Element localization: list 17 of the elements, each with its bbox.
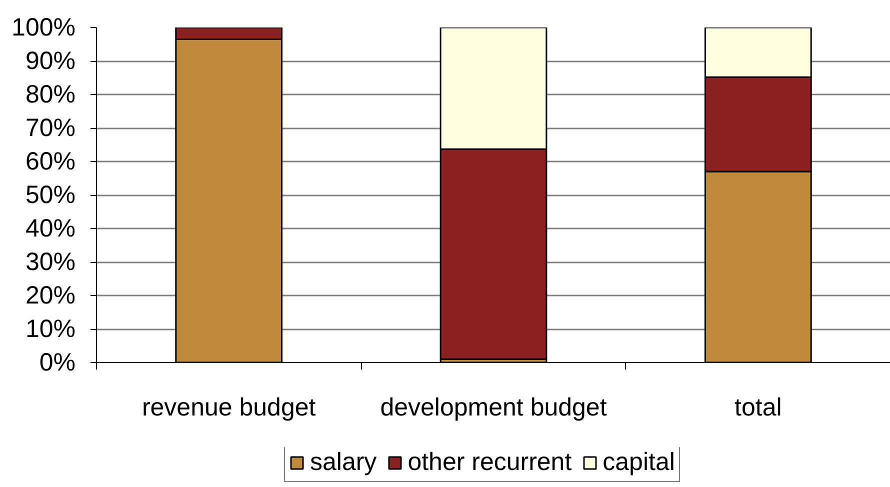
y-tick-label: 60% — [25, 148, 76, 176]
legend-label: salary — [310, 448, 377, 477]
x-tick-label: total — [734, 394, 782, 422]
x-tick-label: revenue budget — [142, 394, 316, 422]
y-tick-label: 10% — [25, 315, 76, 343]
y-tick-label: 30% — [25, 248, 76, 276]
legend-label: capital — [602, 448, 675, 477]
x-tick-label: development budget — [380, 394, 607, 422]
y-tick-label: 70% — [25, 114, 76, 142]
y-tick-label: 40% — [25, 214, 76, 242]
legend-label: other recurrent — [408, 448, 572, 477]
y-tick-label: 0% — [39, 348, 76, 376]
y-tick-label: 80% — [25, 80, 76, 108]
y-tick-label: 100% — [12, 14, 76, 42]
y-tick-label: 50% — [25, 181, 76, 209]
y-tick-label: 20% — [25, 282, 76, 310]
y-tick-label: 90% — [25, 47, 76, 75]
